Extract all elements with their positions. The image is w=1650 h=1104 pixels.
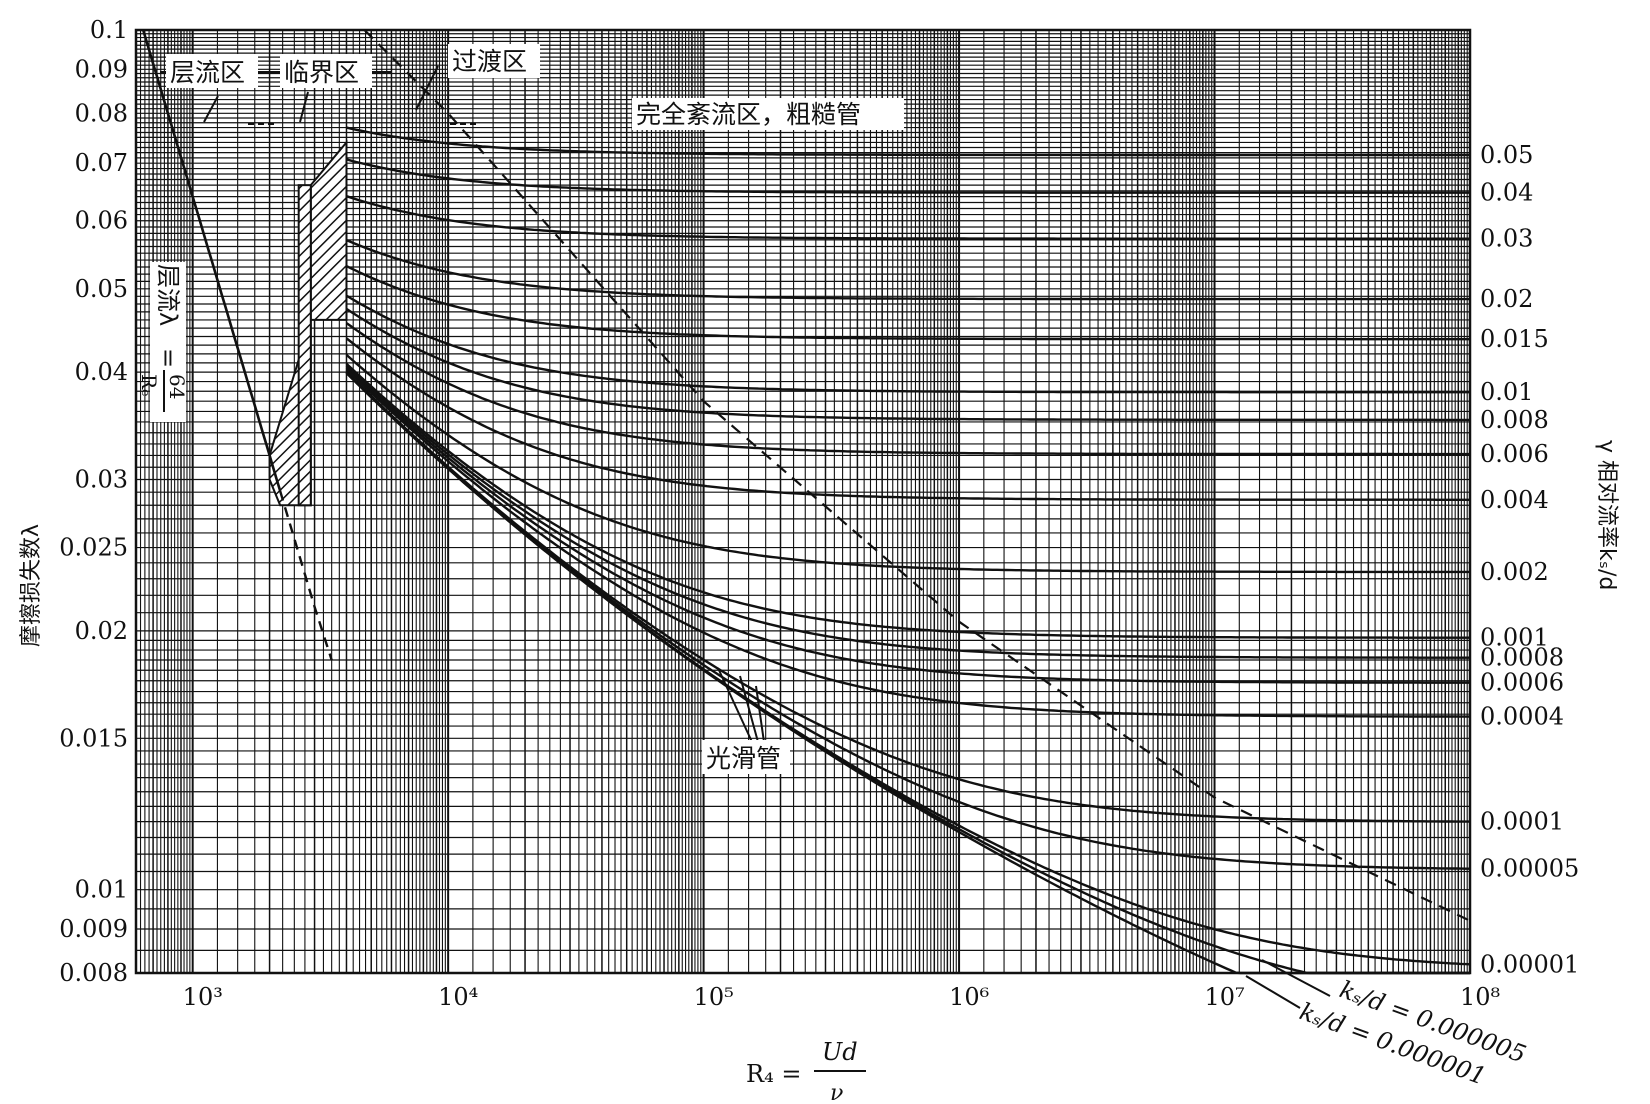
laminar-dashed-extension xyxy=(279,490,333,661)
y-tick-labels: 0.1 0.09 0.08 0.07 0.06 0.05 0.04 0.03 0.025 0.02… xyxy=(59,16,128,987)
right-label-0.0006: 0.0006 xyxy=(1480,669,1564,697)
laminar-formula-eq: = xyxy=(154,348,182,368)
series-line-0.0006 xyxy=(345,366,1470,684)
series-line-0.001 xyxy=(345,362,1470,639)
y-tick-label: 0.02 xyxy=(75,617,128,645)
plot-frame xyxy=(134,28,1472,975)
series-line-0.01 xyxy=(345,294,1470,394)
laminar-formula: 层流λ = 64 Rₑ xyxy=(137,262,189,422)
right-label-0.02: 0.02 xyxy=(1480,285,1533,313)
y-tick-label: 0.009 xyxy=(59,915,128,943)
right-label-0.002: 0.002 xyxy=(1480,558,1549,586)
y-tick-label: 0.07 xyxy=(75,149,128,177)
series-line-0.00005 xyxy=(345,371,1470,870)
series-line-0.05 xyxy=(346,126,1470,157)
bottom-roughness-annotations: kₛ/d = 0.000005 kₛ/d = 0.000001 xyxy=(1245,959,1530,1091)
right-label-0.00005: 0.00005 xyxy=(1480,855,1579,883)
y-tick-label: 0.025 xyxy=(59,534,128,562)
series-line-0.004 xyxy=(345,337,1470,501)
right-label-0.0008: 0.0008 xyxy=(1480,644,1564,672)
x-tick-label: 10³ xyxy=(183,983,223,1011)
y-tick-label: 0.05 xyxy=(75,275,128,303)
series-line-0.0001 xyxy=(345,371,1470,823)
series-line-0.015 xyxy=(345,265,1470,341)
right-label-0.03: 0.03 xyxy=(1480,225,1533,253)
zone-transition-label: 过渡区 xyxy=(452,47,527,76)
right-label-0.015: 0.015 xyxy=(1480,325,1549,353)
series-line-0.02 xyxy=(346,238,1470,301)
zone-laminar-label: 层流区 xyxy=(170,58,245,87)
critical-hatch-band xyxy=(297,184,312,507)
laminar-formula-den: Rₑ xyxy=(137,374,161,397)
y-tick-label: 0.01 xyxy=(75,876,128,904)
zone-divider-arrows xyxy=(160,65,439,123)
series-line-0.008 xyxy=(345,307,1470,422)
x-tick-label: 10⁵ xyxy=(694,983,734,1011)
series-line-0.04 xyxy=(346,158,1470,194)
x-axis-label-lhs: R₄ = xyxy=(746,1060,801,1088)
right-label-0.004: 0.004 xyxy=(1480,486,1549,514)
y-tick-label: 0.09 xyxy=(75,55,128,83)
laminar-line xyxy=(141,29,282,492)
y-tick-label: 0.008 xyxy=(59,959,128,987)
smooth-pipe-label: 光滑管 xyxy=(706,744,781,773)
right-label-0.01: 0.01 xyxy=(1480,378,1533,406)
x-axis-label: R₄ = Ud ν xyxy=(746,1038,866,1104)
series-line-0.000001 xyxy=(345,372,1470,975)
y-tick-label: 0.04 xyxy=(75,358,128,386)
right-label-0.00001: 0.00001 xyxy=(1480,950,1579,978)
laminar-formula-num: 64 xyxy=(165,374,189,399)
zone-boundaries xyxy=(363,29,1471,922)
series-line-0.0004 xyxy=(345,368,1470,718)
series-line-0.03 xyxy=(346,195,1470,240)
series-line-0.002 xyxy=(345,353,1470,574)
transition-boundary-line xyxy=(363,29,1471,922)
right-label-0.04: 0.04 xyxy=(1480,179,1533,207)
x-tick-label: 10⁴ xyxy=(438,983,478,1011)
right-label-0.0001: 0.0001 xyxy=(1480,808,1564,836)
x-axis-label-den: ν xyxy=(830,1081,843,1104)
grid-lines xyxy=(135,29,1471,974)
y-tick-label: 0.1 xyxy=(90,16,128,44)
right-label-0.001: 0.001 xyxy=(1480,624,1549,652)
series-curves xyxy=(141,29,1471,975)
right-series-labels: 0.05 0.04 0.03 0.02 0.015 0.010.008 0.006 0.004… xyxy=(1480,141,1579,978)
series-line-0.0008 xyxy=(345,364,1470,659)
x-tick-label: 10⁷ xyxy=(1205,983,1245,1011)
x-axis-label-num: Ud xyxy=(822,1038,858,1066)
laminar-formula-lambda: 层流λ xyxy=(154,264,182,326)
y-tick-label: 0.08 xyxy=(75,99,128,127)
x-tick-label: 10⁸ xyxy=(1460,983,1500,1011)
series-line-0.000005 xyxy=(345,372,1470,975)
zone-annotations: 层流区 临界区 过渡区 完全紊流区，粗糙管 xyxy=(160,44,904,130)
y-axis-label-right: γ 相对流率kₛ/d xyxy=(1594,440,1619,590)
right-label-0.05: 0.05 xyxy=(1480,141,1533,169)
right-label-0.0004: 0.0004 xyxy=(1480,703,1564,731)
y-axis-label-left: 摩擦损失数λ xyxy=(19,524,44,647)
series-line-0.006 xyxy=(345,322,1470,456)
smooth-pipe-annotation: 光滑管 xyxy=(702,667,790,774)
right-label-0.008: 0.008 xyxy=(1480,406,1549,434)
zone-critical-label: 临界区 xyxy=(284,58,359,87)
zone-rough-label: 完全紊流区，粗糙管 xyxy=(636,100,861,129)
right-label-0.006: 0.006 xyxy=(1480,440,1549,468)
x-tick-label: 10⁶ xyxy=(949,983,989,1011)
y-tick-label: 0.015 xyxy=(59,724,128,752)
y-tick-label: 0.06 xyxy=(75,207,128,235)
y-tick-label: 0.03 xyxy=(75,466,128,494)
x-tick-labels: 10³ 10⁴ 10⁵ 10⁶ 10⁷ 10⁸ xyxy=(183,983,1500,1011)
